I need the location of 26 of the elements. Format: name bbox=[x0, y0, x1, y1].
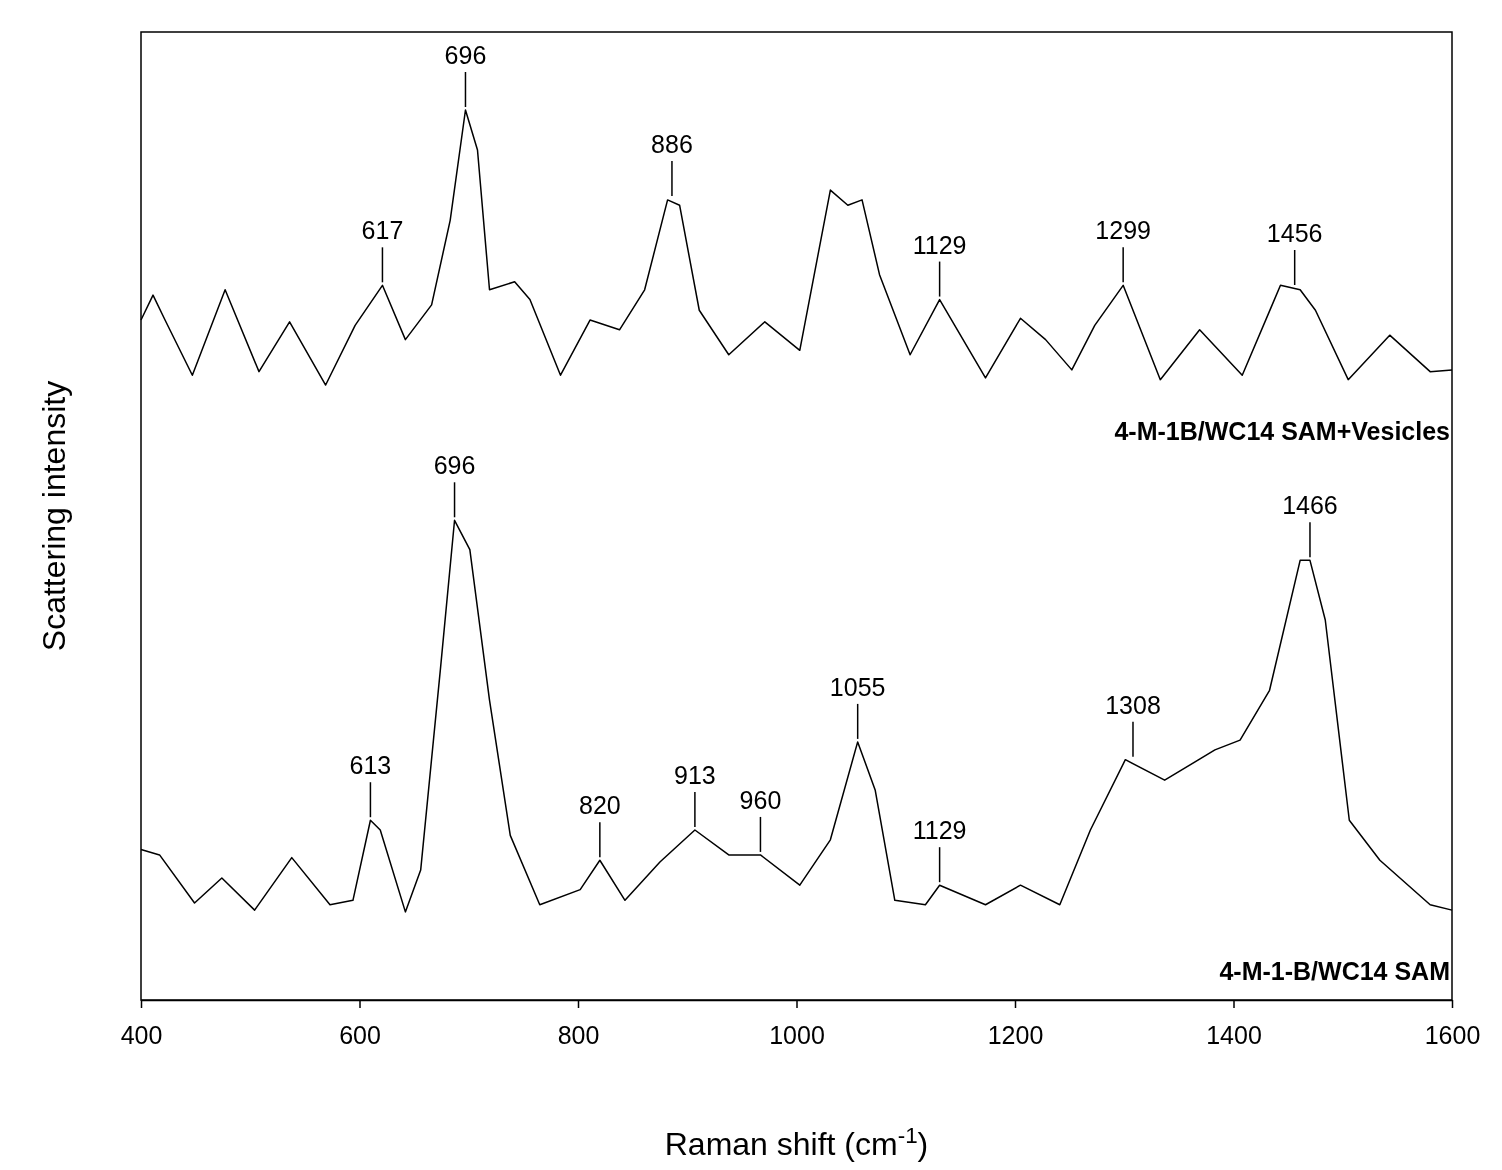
x-axis-title: Raman shift (cm$^{-1}$) bbox=[664, 1122, 929, 1162]
annotation: 960 bbox=[739, 785, 782, 814]
annotation: 613 bbox=[349, 751, 392, 780]
annotation: 820 bbox=[578, 791, 621, 820]
annotation: 696 bbox=[433, 451, 476, 480]
annotation: 1129 bbox=[912, 816, 967, 845]
annotation: 1466 bbox=[1282, 491, 1338, 520]
series-label: 4-M-1B/WC14 SAM+Vesicles bbox=[1114, 416, 1450, 445]
annotation: 1129 bbox=[912, 230, 967, 259]
x-tick-label: 1000 bbox=[769, 1020, 825, 1049]
annotation: 696 bbox=[444, 41, 487, 69]
annotation: 1308 bbox=[1105, 690, 1161, 719]
annotation: 913 bbox=[674, 761, 716, 790]
x-tick-label: 1200 bbox=[987, 1020, 1044, 1049]
series-label: 4-M-1-B/WC14 SAM bbox=[1219, 957, 1450, 986]
x-tick-label: 600 bbox=[339, 1020, 381, 1049]
annotation: 1299 bbox=[1095, 216, 1151, 245]
x-tick-label: 1600 bbox=[1424, 1020, 1481, 1049]
x-tick-label: 800 bbox=[557, 1020, 600, 1049]
annotation: 1456 bbox=[1266, 219, 1323, 247]
annotation: 1055 bbox=[829, 672, 886, 701]
x-tick-label: 400 bbox=[120, 1020, 163, 1049]
y-axis-title: Scattering intensity bbox=[36, 380, 72, 652]
annotation: 886 bbox=[651, 130, 693, 158]
annotation: 617 bbox=[361, 216, 404, 245]
x-tick-label: 1400 bbox=[1206, 1020, 1262, 1049]
